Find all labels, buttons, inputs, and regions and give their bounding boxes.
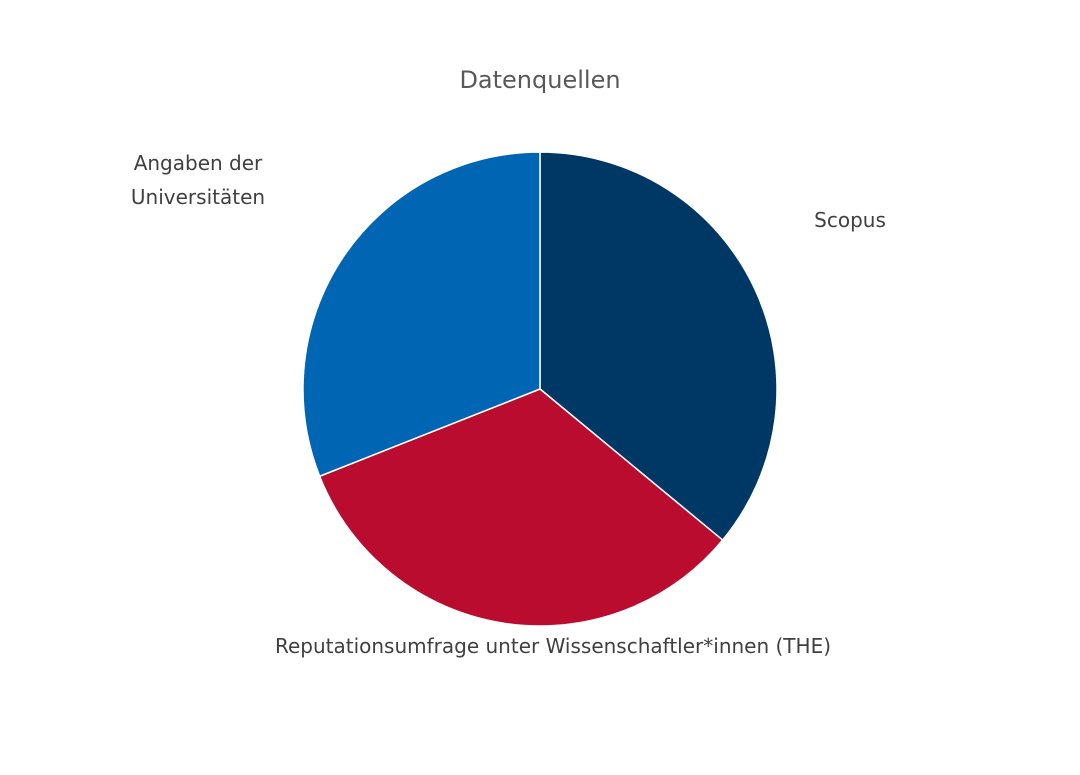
pie-slice <box>318 388 724 627</box>
slice-label: Angaben der Universitäten <box>130 151 266 209</box>
pie-slice <box>302 151 541 478</box>
slice-label: Scopus <box>814 208 886 232</box>
pie-slice <box>539 151 778 542</box>
slice-label: Reputationsumfrage unter Wissenschaftler… <box>274 634 832 658</box>
chart-title: Datenquellen <box>459 66 621 94</box>
